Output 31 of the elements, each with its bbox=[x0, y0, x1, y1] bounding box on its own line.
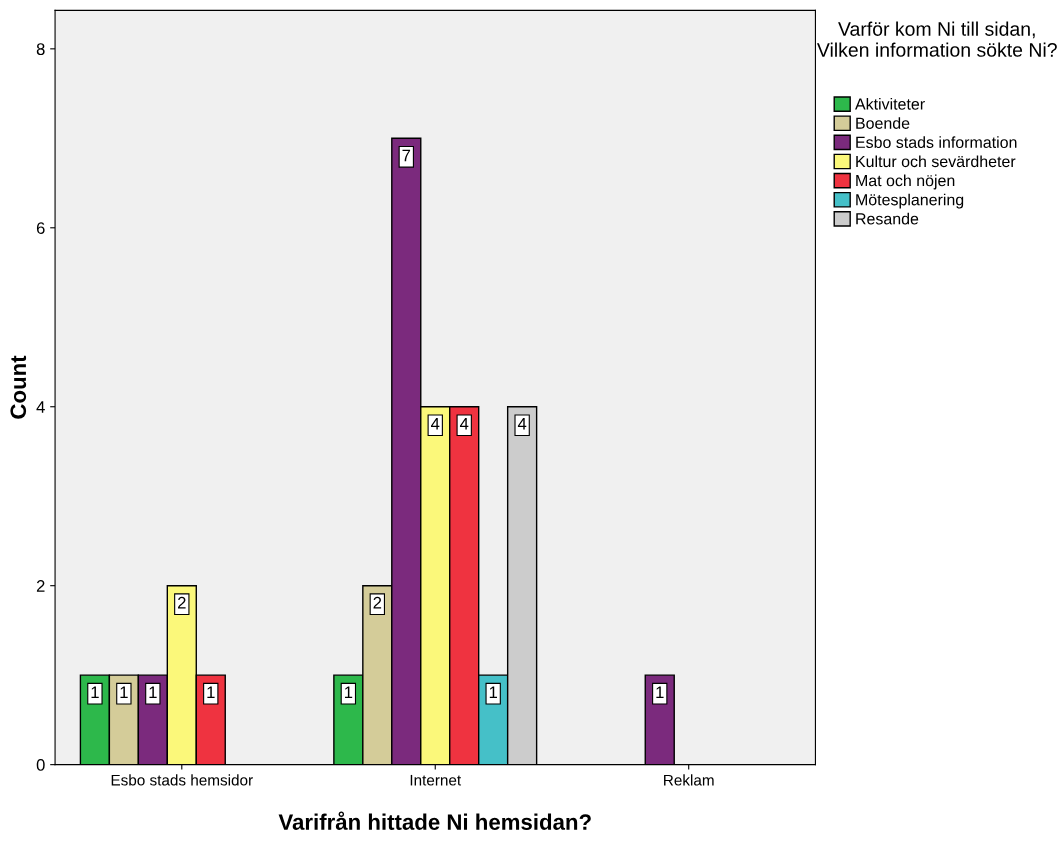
legend-label: Esbo stads information bbox=[856, 136, 1017, 148]
data-label: 4 bbox=[459, 418, 469, 430]
x-tick-label: Esbo stads hemsidor bbox=[111, 774, 253, 786]
data-label: 1 bbox=[207, 686, 215, 698]
data-label: 1 bbox=[149, 686, 157, 698]
legend-label: Mat och nöjen bbox=[856, 174, 955, 190]
y-tick-label: 0 bbox=[36, 759, 45, 771]
legend-label: Aktiviteter bbox=[855, 98, 925, 110]
y-tick-label: 8 bbox=[36, 43, 45, 56]
data-label: 2 bbox=[373, 596, 382, 609]
y-tick-label: 4 bbox=[36, 401, 45, 413]
y-tick-label: 2 bbox=[36, 580, 45, 592]
x-tick-label: Reklam bbox=[664, 774, 714, 786]
legend-label: Mötesplanering bbox=[856, 193, 964, 209]
x-tick-label: Internet bbox=[410, 774, 462, 786]
legend-label: Resande bbox=[856, 212, 919, 225]
data-label: 1 bbox=[489, 686, 497, 698]
y-axis-title: Count bbox=[10, 355, 27, 419]
data-label: 4 bbox=[431, 418, 440, 430]
data-label: 7 bbox=[402, 149, 411, 162]
legend-label: Kultur och sevärdheter bbox=[856, 155, 1016, 168]
y-tick-label: 6 bbox=[36, 222, 45, 234]
legend-title: Varför kom Ni till sidan, Vilken information sökte Ni? bbox=[816, 21, 1057, 57]
data-label: 1 bbox=[344, 686, 353, 698]
data-label: 1 bbox=[120, 686, 128, 698]
data-label: 1 bbox=[656, 686, 664, 698]
data-label: 4 bbox=[517, 418, 527, 430]
data-label: 1 bbox=[91, 686, 99, 698]
data-label: 2 bbox=[178, 596, 186, 609]
legend-label: Boende bbox=[856, 117, 910, 129]
x-axis-title: Varifrån hittade Ni hemsidan? bbox=[278, 811, 591, 830]
